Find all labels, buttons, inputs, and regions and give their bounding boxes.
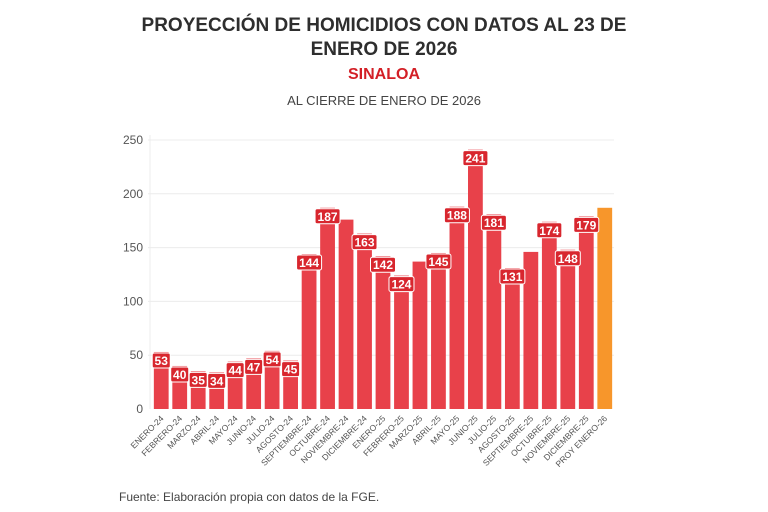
data-label-bg [536, 222, 563, 239]
data-label: 145 [428, 255, 448, 269]
data-label-bg [281, 361, 301, 378]
bar [357, 233, 372, 409]
data-label-bg [296, 254, 323, 271]
bar [541, 221, 557, 409]
data-label: 142 [373, 258, 393, 272]
bar [504, 268, 520, 409]
data-label-bg [244, 358, 264, 375]
data-label-bg [314, 208, 341, 225]
bar [449, 206, 465, 409]
data-label-bg [554, 250, 581, 267]
bar [468, 149, 483, 409]
data-label: 34 [210, 374, 224, 388]
data-label: 53 [155, 354, 169, 368]
y-axis: 0 50 100 150 200 250 [123, 133, 143, 416]
data-label: 40 [173, 368, 187, 382]
data-label-bg [370, 256, 396, 273]
data-label: 179 [576, 218, 596, 232]
bar [301, 254, 317, 409]
source-note: Fuente: Elaboración propia con datos de … [119, 490, 380, 504]
data-label-bg [480, 214, 507, 231]
chart-title-text: PROYECCIÓN DE HOMICIDIOS CON DATOS AL 23… [141, 15, 627, 60]
chart-period: AL CIERRE DE ENERO DE 2026 [287, 93, 481, 108]
data-labels: 53 40 35 34 44 47 54 45 144 187 163 142 124 145 188 241… [151, 150, 600, 389]
data-label-bg [351, 234, 378, 251]
data-label: 54 [265, 353, 279, 367]
bar [431, 252, 446, 409]
data-label: 44 [228, 364, 242, 378]
data-label-bg [262, 351, 282, 368]
data-label: 188 [447, 209, 467, 223]
data-label-bg [425, 253, 452, 270]
bar [523, 251, 539, 409]
bar [412, 261, 428, 409]
bar [560, 249, 576, 409]
data-label-bg [151, 352, 171, 369]
data-label: 163 [355, 236, 375, 250]
data-label: 131 [502, 270, 522, 284]
data-label: 174 [539, 224, 559, 238]
projection-bar [597, 207, 613, 409]
bar [338, 219, 354, 409]
y-tick-label: 0 [136, 402, 143, 416]
data-label-bg [462, 150, 489, 167]
y-tick-label: 150 [123, 241, 143, 255]
data-label: 45 [284, 363, 298, 377]
data-label: 187 [318, 210, 338, 224]
y-tick-label: 250 [123, 133, 143, 147]
data-label-bg [499, 268, 526, 285]
data-label: 35 [192, 373, 206, 387]
data-label: 124 [391, 278, 411, 292]
y-tick-label: 200 [123, 187, 143, 201]
data-label-bg [207, 372, 227, 389]
data-label: 148 [558, 252, 578, 266]
bar [486, 214, 502, 409]
y-tick-label: 100 [123, 294, 143, 308]
bar [320, 207, 335, 409]
data-label-bg [443, 207, 470, 224]
data-label: 241 [465, 152, 485, 166]
data-label-bg [573, 216, 600, 233]
bar [394, 275, 409, 409]
chart-title: PROYECCIÓN DE HOMICIDIOS CON DATOS AL 23… [0, 14, 768, 62]
y-tick-label: 50 [130, 348, 144, 362]
data-label: 47 [247, 360, 261, 374]
bar [375, 256, 391, 409]
x-axis: ENERO-24FEBRERO-24MARZO-24ABRIL-24MAYO-2… [129, 413, 610, 469]
bar [578, 216, 594, 409]
data-label: 181 [484, 216, 504, 230]
data-label: 144 [299, 256, 319, 270]
data-label-bg [388, 276, 415, 293]
chart-subtitle: SINALOA [348, 66, 420, 83]
bars [153, 149, 613, 409]
